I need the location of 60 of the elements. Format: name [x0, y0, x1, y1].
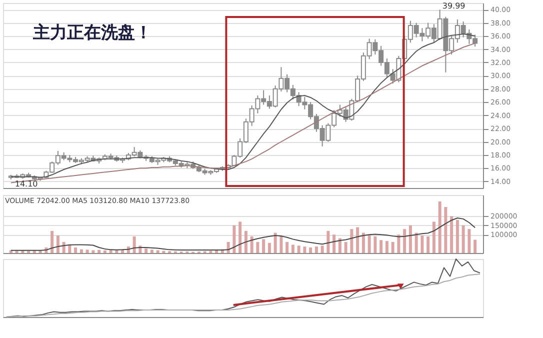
- bar: [132, 236, 136, 253]
- bar: [320, 246, 324, 253]
- bar: [309, 247, 312, 253]
- bar: [414, 232, 418, 253]
- bar: [262, 239, 266, 253]
- annotation: 14.10: [14, 180, 38, 189]
- bar: [326, 230, 330, 253]
- bar: [256, 242, 260, 253]
- bar: [468, 229, 471, 253]
- bar: [397, 234, 400, 253]
- bar: [432, 222, 436, 253]
- bar: [297, 246, 300, 253]
- bar: [374, 236, 377, 253]
- bar: [56, 236, 60, 253]
- bar: [350, 229, 354, 253]
- bar: [408, 225, 412, 253]
- bar: [250, 236, 254, 253]
- bar: [303, 246, 306, 253]
- bar: [362, 232, 365, 253]
- annotation: 39.99: [442, 2, 466, 11]
- bar: [391, 242, 394, 253]
- bar: [150, 250, 154, 253]
- bar: [62, 242, 66, 253]
- bar: [338, 238, 342, 253]
- bar: [344, 242, 348, 253]
- line-series: [10, 218, 476, 251]
- bar: [380, 240, 383, 253]
- bar: [109, 250, 112, 253]
- bar: [244, 230, 248, 253]
- bar: [80, 249, 83, 253]
- bar: [462, 225, 465, 253]
- bar: [232, 225, 236, 253]
- bar: [92, 250, 95, 253]
- bar: [403, 229, 406, 253]
- bar: [314, 246, 318, 253]
- bar: [368, 234, 371, 253]
- bar: [426, 236, 430, 253]
- bar: [274, 232, 277, 253]
- bar: [420, 236, 424, 253]
- bar: [456, 220, 459, 253]
- bar: [291, 244, 294, 253]
- bar: [444, 206, 448, 253]
- bar: [103, 250, 106, 253]
- bar: [238, 222, 242, 253]
- bar: [286, 242, 289, 253]
- bar: [86, 250, 89, 253]
- bar: [144, 248, 148, 253]
- bar: [356, 227, 360, 253]
- bar: [450, 216, 454, 253]
- bar: [98, 250, 101, 253]
- bar: [268, 242, 271, 253]
- bar: [385, 241, 388, 253]
- bar: [50, 230, 54, 253]
- bar: [474, 240, 477, 253]
- bar: [280, 236, 283, 253]
- annotation: 主力正在洗盘！: [32, 23, 152, 43]
- bar: [438, 201, 442, 253]
- bar: [156, 250, 160, 253]
- bar: [74, 247, 78, 253]
- bar: [332, 234, 336, 253]
